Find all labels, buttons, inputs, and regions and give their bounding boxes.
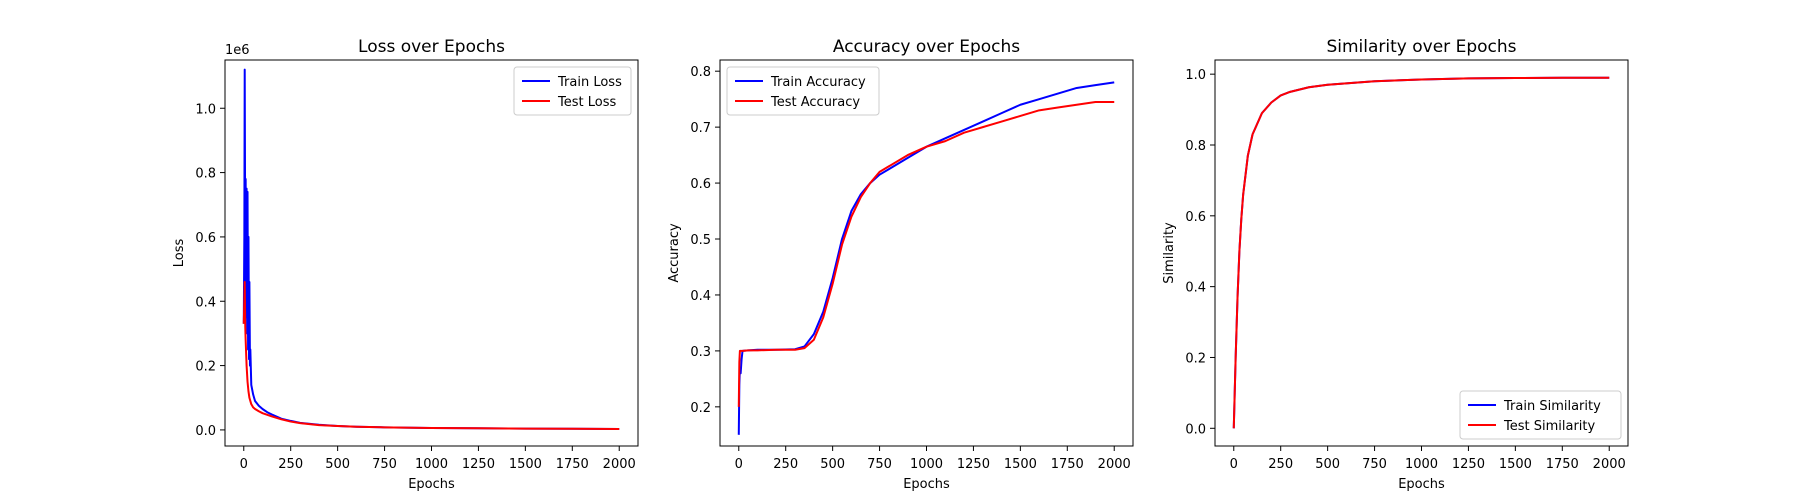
x-tick-label: 2000 (1098, 457, 1131, 472)
series-line-2 (242, 280, 620, 430)
legend-entry-label: Train Similarity (1503, 399, 1601, 414)
legend: Train Loss Test Loss (513, 66, 632, 116)
chart-panel-3: Similarity over Epochs 0 250 500 750 1000 1250… (1162, 37, 1629, 492)
chart-title: Accuracy over Epochs (833, 37, 1020, 57)
y-tick-label: 0.8 (1185, 139, 1206, 154)
chart-title: Similarity over Epochs (1326, 37, 1516, 57)
y-tick-label: 1.0 (195, 102, 216, 117)
chart-title: Loss over Epochs (358, 37, 505, 57)
y-axis-label: Similarity (1162, 222, 1177, 284)
y-tick-label: 0.2 (690, 401, 711, 416)
y-axis-label: Loss (172, 239, 187, 268)
x-tick-label: 0 (735, 457, 743, 472)
x-tick-label: 1750 (1051, 457, 1084, 472)
series-line-1 (1232, 76, 1610, 429)
x-axis-label: Epochs (1398, 477, 1445, 492)
x-tick-label: 250 (278, 457, 303, 472)
legend-entry-label: Test Similarity (1503, 419, 1596, 434)
x-tick-label: 2000 (603, 457, 636, 472)
y-tick-label: 0.8 (690, 65, 711, 80)
legend-entry-label: Test Accuracy (770, 95, 860, 110)
y-tick-label: 0.2 (1185, 351, 1206, 366)
x-tick-label: 500 (325, 457, 350, 472)
chart-panel-1: Loss over Epochs 0 250 500 750 1000 1250 1500 17… (172, 37, 639, 492)
y-tick-label: 0.0 (1185, 422, 1206, 437)
axes-frame (224, 59, 639, 447)
x-tick-label: 1750 (556, 457, 589, 472)
axes-frame (1214, 59, 1629, 447)
x-tick-label: 1000 (415, 457, 448, 472)
legend: Train Similarity Test Similarity (1459, 390, 1622, 440)
y-tick-label: 0.4 (690, 289, 711, 304)
y-tick-label: 0.6 (1185, 210, 1206, 225)
legend-entry-label: Train Accuracy (770, 75, 866, 90)
series-line-1 (242, 68, 620, 430)
y-tick-label: 0.7 (690, 121, 711, 136)
series-line-1 (737, 81, 1115, 435)
x-tick-label: 1250 (957, 457, 990, 472)
x-tick-label: 0 (240, 457, 248, 472)
x-tick-label: 0 (1230, 457, 1238, 472)
x-tick-label: 250 (773, 457, 798, 472)
x-tick-label: 1000 (910, 457, 943, 472)
x-tick-label: 1750 (1546, 457, 1579, 472)
x-tick-label: 1250 (1452, 457, 1485, 472)
x-tick-label: 750 (1362, 457, 1387, 472)
y-tick-label: 0.4 (1185, 281, 1206, 296)
x-tick-label: 1500 (1499, 457, 1532, 472)
x-tick-label: 1250 (462, 457, 495, 472)
legend-box (513, 66, 632, 116)
x-tick-label: 750 (867, 457, 892, 472)
y-tick-label: 0.2 (195, 360, 216, 375)
y-offset-label: 1e6 (225, 43, 250, 58)
legend-box (726, 66, 880, 116)
y-tick-label: 0.6 (690, 177, 711, 192)
legend-entry-label: Test Loss (557, 95, 616, 110)
axes-frame (719, 59, 1134, 447)
x-axis-label: Epochs (903, 477, 950, 492)
y-tick-label: 0.3 (690, 345, 711, 360)
y-tick-label: 1.0 (1185, 68, 1206, 83)
x-tick-label: 1500 (1004, 457, 1037, 472)
x-tick-label: 2000 (1593, 457, 1626, 472)
series-line-2 (1232, 76, 1610, 429)
y-tick-label: 0.0 (195, 424, 216, 439)
x-tick-label: 750 (372, 457, 397, 472)
chart-panel-2: Accuracy over Epochs 0 250 500 750 1000 1250 15… (667, 37, 1134, 492)
x-tick-label: 1500 (509, 457, 542, 472)
legend: Train Accuracy Test Accuracy (726, 66, 880, 116)
x-tick-label: 250 (1268, 457, 1293, 472)
y-tick-label: 0.8 (195, 167, 216, 182)
series-line-2 (737, 100, 1115, 407)
y-tick-label: 0.6 (195, 231, 216, 246)
y-tick-label: 0.5 (690, 233, 711, 248)
x-tick-label: 500 (1315, 457, 1340, 472)
x-tick-label: 1000 (1405, 457, 1438, 472)
legend-entry-label: Train Loss (557, 75, 622, 90)
legend-box (1459, 390, 1622, 440)
y-axis-label: Accuracy (667, 223, 682, 283)
y-tick-label: 0.4 (195, 295, 216, 310)
x-axis-label: Epochs (408, 477, 455, 492)
x-tick-label: 500 (820, 457, 845, 472)
